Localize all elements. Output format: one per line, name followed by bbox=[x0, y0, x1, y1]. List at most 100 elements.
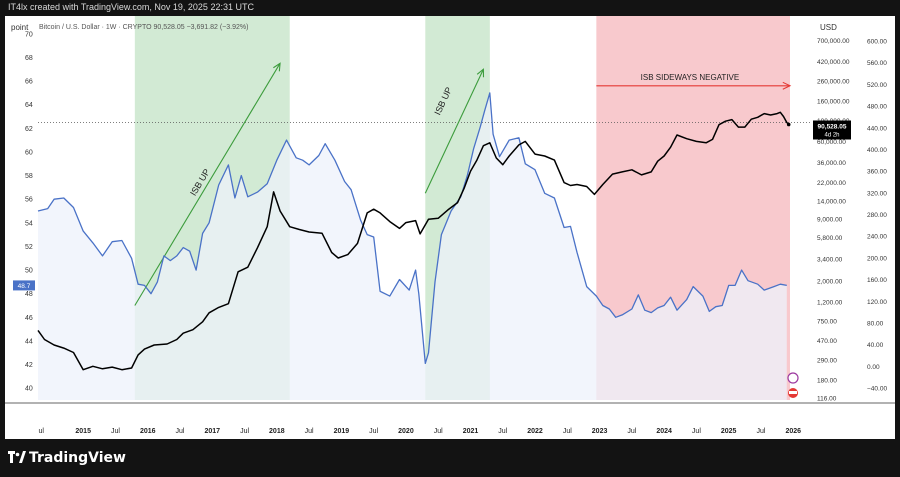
left-tick-label: 56 bbox=[25, 197, 33, 204]
x-tick-label: 2026 bbox=[785, 428, 801, 435]
usd-tick-label: 320.00 bbox=[867, 190, 887, 197]
toolbar-icons[interactable] bbox=[787, 372, 799, 398]
price-tick-label: 14,000.00 bbox=[817, 199, 846, 206]
price-tick-label: 9,000.00 bbox=[817, 217, 843, 224]
left-tick-label: 70 bbox=[25, 31, 33, 38]
left-tick-label: 52 bbox=[25, 244, 33, 251]
series-line-btcusd bbox=[37, 111, 790, 371]
left-tick-label: 54 bbox=[25, 220, 33, 227]
usd-axis-title: USD bbox=[820, 23, 837, 32]
symbol-line: Bitcoin / U.S. Dollar · 1W · CRYPTO 90,5… bbox=[39, 24, 248, 31]
zone-label-sideways-negative: ISB SIDEWAYS NEGATIVE bbox=[641, 73, 740, 82]
x-tick-label: Jul bbox=[305, 428, 314, 435]
left-tick-label: 50 bbox=[25, 268, 33, 275]
trend-arrow-2 bbox=[424, 69, 484, 194]
usd-tick-label: 80.00 bbox=[867, 320, 884, 327]
x-tick-label: 2016 bbox=[140, 428, 156, 435]
tradingview-logo-icon bbox=[8, 451, 26, 463]
left-tick-label: 68 bbox=[25, 55, 33, 62]
price-tick-label: 160,000.00 bbox=[817, 99, 850, 106]
x-tick-label: 2025 bbox=[721, 428, 737, 435]
price-tick-label: 700,000.00 bbox=[817, 38, 850, 45]
x-tick-label: Jul bbox=[563, 428, 572, 435]
x-tick-label: 2019 bbox=[334, 428, 350, 435]
left-tick-label: 60 bbox=[25, 149, 33, 156]
left-tick-label: 42 bbox=[25, 362, 33, 369]
usd-tick-label: −40.00 bbox=[867, 386, 887, 393]
left-tick-label: 44 bbox=[25, 338, 33, 345]
price-tick-label: 5,800.00 bbox=[817, 235, 843, 242]
series-line-isb bbox=[37, 92, 787, 365]
x-tick-label: 2023 bbox=[592, 428, 608, 435]
left-axis-title: point bbox=[11, 23, 29, 32]
x-tick-label: Jul bbox=[434, 428, 443, 435]
isb-value-badge-text: 48.7 bbox=[18, 283, 31, 290]
usd-tick-label: 200.00 bbox=[867, 255, 887, 262]
x-tick-label: Jul bbox=[111, 428, 120, 435]
left-tick-label: 46 bbox=[25, 315, 33, 322]
usd-tick-label: 40.00 bbox=[867, 342, 884, 349]
last-price-dot bbox=[786, 122, 791, 127]
trend-arrow-head-1 bbox=[273, 62, 281, 72]
created-by-text: IT4lx created with TradingView.com, Nov … bbox=[8, 2, 254, 12]
x-tick-label: Jul bbox=[756, 428, 765, 435]
price-tick-label: 290.00 bbox=[817, 358, 837, 365]
usd-tick-label: 600.00 bbox=[867, 39, 887, 46]
usd-tick-label: 240.00 bbox=[867, 234, 887, 241]
x-tick-label: Jul bbox=[498, 428, 507, 435]
brand-footer: TradingView bbox=[0, 439, 900, 477]
price-badge bbox=[813, 120, 851, 140]
price-tick-label: 3,400.00 bbox=[817, 257, 843, 264]
x-tick-label: Jul bbox=[240, 428, 249, 435]
chart-area[interactable]: ISB UP ISB UP ISB SIDEWAYS NEGATIVE ul 2015… bbox=[5, 16, 895, 439]
x-tick-label: 2015 bbox=[75, 428, 91, 435]
usd-tick-label: 480.00 bbox=[867, 104, 887, 111]
price-tick-label: 260,000.00 bbox=[817, 79, 850, 86]
left-tick-label: 48 bbox=[25, 291, 33, 298]
trend-arrow-1 bbox=[134, 63, 281, 306]
usd-tick-label: 160.00 bbox=[867, 277, 887, 284]
x-tick-label: ul bbox=[39, 428, 45, 435]
left-tick-label: 58 bbox=[25, 173, 33, 180]
price-badge-value: 90,528.05 bbox=[818, 123, 847, 130]
isb-value-badge bbox=[13, 280, 35, 291]
price-tick-label: 750.00 bbox=[817, 319, 837, 326]
x-tick-label: 2024 bbox=[656, 428, 672, 435]
trend-arrow-head-3 bbox=[782, 81, 792, 90]
price-tick-label: 420,000.00 bbox=[817, 59, 850, 66]
price-tick-label: 116.00 bbox=[817, 395, 837, 402]
x-tick-label: Jul bbox=[176, 428, 185, 435]
isb-area-fill bbox=[38, 92, 787, 401]
x-tick-label: 2018 bbox=[269, 428, 285, 435]
left-tick-label: 40 bbox=[25, 386, 33, 393]
x-tick-label: 2017 bbox=[204, 428, 220, 435]
x-tick-label: Jul bbox=[692, 428, 701, 435]
usd-tick-label: 120.00 bbox=[867, 299, 887, 306]
x-tick-label: Jul bbox=[627, 428, 636, 435]
left-tick-label: 62 bbox=[25, 126, 33, 133]
usd-tick-label: 520.00 bbox=[867, 82, 887, 89]
alert-icon[interactable] bbox=[787, 372, 799, 384]
usd-tick-label: 440.00 bbox=[867, 125, 887, 132]
left-tick-label: 64 bbox=[25, 102, 33, 109]
usd-tick-label: 360.00 bbox=[867, 169, 887, 176]
price-tick-label: 180.00 bbox=[817, 377, 837, 384]
price-badge-countdown: 4d 2h bbox=[824, 132, 839, 138]
usd-tick-label: 400.00 bbox=[867, 147, 887, 154]
left-tick-label: 66 bbox=[25, 79, 33, 86]
price-tick-label: 60,000.00 bbox=[817, 139, 846, 146]
usd-tick-label: 280.00 bbox=[867, 212, 887, 219]
x-tick-label: 2021 bbox=[463, 428, 479, 435]
top-bar: IT4lx created with TradingView.com, Nov … bbox=[0, 0, 900, 16]
price-tick-label: 1,200.00 bbox=[817, 299, 843, 306]
price-tick-label: 470.00 bbox=[817, 338, 837, 345]
price-tick-label: 2,000.00 bbox=[817, 278, 843, 285]
x-tick-label: 2020 bbox=[398, 428, 414, 435]
price-tick-label: 36,000.00 bbox=[817, 160, 846, 167]
x-tick-label: Jul bbox=[369, 428, 378, 435]
price-tick-label: 22,000.00 bbox=[817, 180, 846, 187]
flag-stripe-icon bbox=[789, 391, 797, 394]
x-tick-label: 2022 bbox=[527, 428, 543, 435]
brand-name: TradingView bbox=[29, 450, 126, 466]
